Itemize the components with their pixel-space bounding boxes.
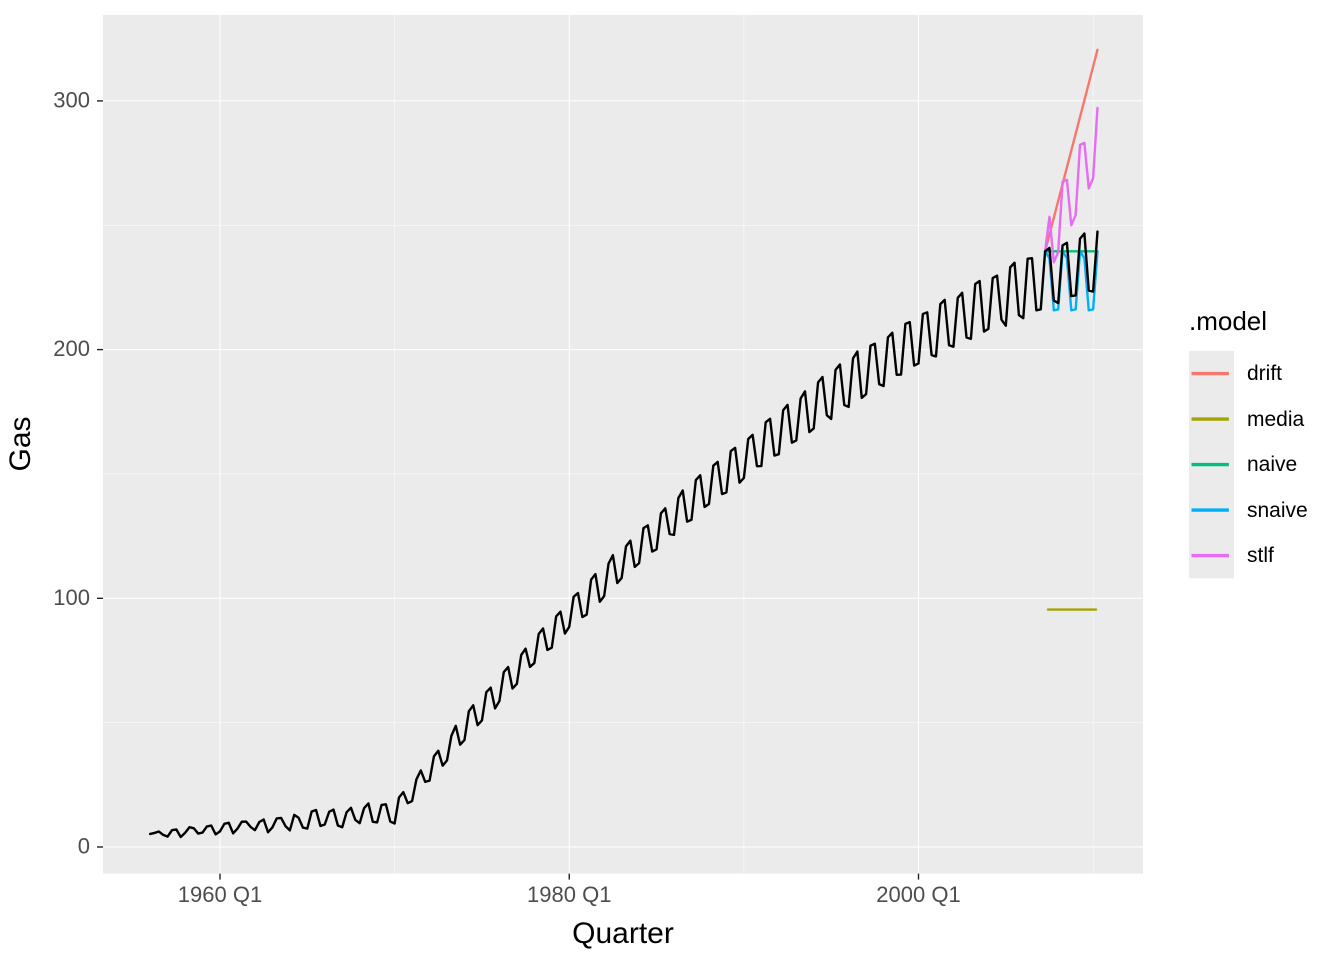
svg-text:stlf: stlf <box>1247 544 1274 567</box>
svg-text:1980 Q1: 1980 Q1 <box>527 882 611 907</box>
svg-text:300: 300 <box>53 87 90 112</box>
svg-text:media: media <box>1247 408 1305 431</box>
svg-text:2000 Q1: 2000 Q1 <box>876 882 960 907</box>
svg-text:0: 0 <box>78 834 90 859</box>
svg-text:.model: .model <box>1189 306 1267 336</box>
svg-text:Quarter: Quarter <box>572 917 674 950</box>
svg-text:naive: naive <box>1247 453 1297 476</box>
svg-text:100: 100 <box>53 585 90 610</box>
svg-text:snaive: snaive <box>1247 499 1308 522</box>
svg-text:drift: drift <box>1247 362 1282 385</box>
svg-text:200: 200 <box>53 336 90 361</box>
svg-text:Gas: Gas <box>4 416 37 471</box>
svg-text:1960 Q1: 1960 Q1 <box>178 882 262 907</box>
